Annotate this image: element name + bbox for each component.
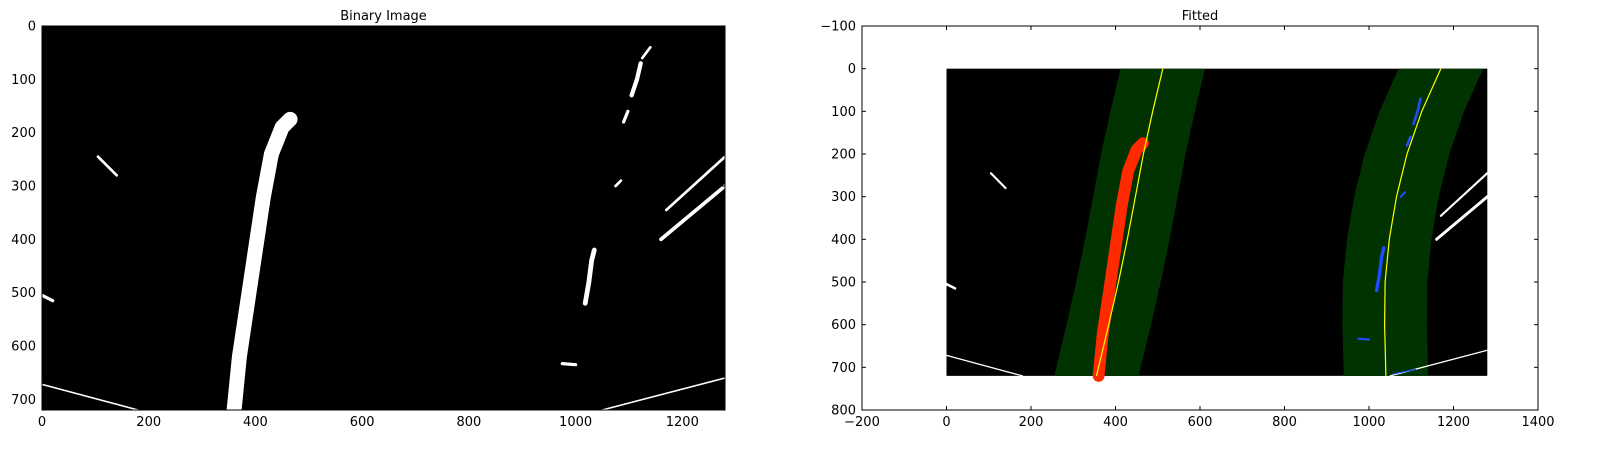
y-tick-label: 0 bbox=[28, 20, 36, 35]
x-tick-label: 1200 bbox=[666, 415, 699, 430]
bottom-left-line bbox=[41, 383, 139, 411]
right-lane-pixels bbox=[1393, 368, 1417, 375]
y-tick-label: 500 bbox=[831, 276, 856, 291]
right-lane-dash-mid bbox=[582, 247, 597, 306]
x-tick-label: 1000 bbox=[559, 415, 592, 430]
right-edge-line-1 bbox=[664, 155, 727, 212]
fitted-title: Fitted bbox=[1182, 9, 1219, 24]
y-tick-label: 0 bbox=[848, 62, 856, 77]
right-dash-small bbox=[621, 109, 630, 124]
y-tick-label: 200 bbox=[11, 126, 36, 141]
y-tick-label: 200 bbox=[831, 148, 856, 163]
right-lane-pixels bbox=[1357, 337, 1371, 341]
y-tick-label: 600 bbox=[831, 318, 856, 333]
bottom-right-line bbox=[601, 377, 726, 411]
right-edge-line-1 bbox=[1439, 172, 1489, 217]
right-lane-pixels bbox=[1412, 97, 1422, 126]
left-lane-fit-curve bbox=[1095, 68, 1164, 377]
x-tick-label: 600 bbox=[350, 415, 375, 430]
left-small-mark bbox=[989, 172, 1007, 190]
right-lane-pixels bbox=[1405, 135, 1412, 147]
y-tick-label: 400 bbox=[831, 233, 856, 248]
x-tick-label: 1000 bbox=[1352, 415, 1385, 430]
x-tick-label: 0 bbox=[942, 415, 950, 430]
x-tick-label: 200 bbox=[1019, 415, 1044, 430]
y-tick-label: 700 bbox=[11, 393, 36, 408]
x-tick-label: 400 bbox=[1103, 415, 1128, 430]
y-tick-label: 400 bbox=[11, 233, 36, 248]
binary-image-panel: Binary Image 0 200 400 600 800 1000 1200 0 100 20… bbox=[11, 9, 727, 430]
top-right-tick bbox=[640, 45, 652, 60]
y-tick-label: 800 bbox=[831, 404, 856, 419]
left-lane-search-window bbox=[1054, 68, 1206, 376]
left-small-mark bbox=[96, 155, 119, 177]
right-lane-dash-top bbox=[629, 61, 643, 98]
left-edge-mark bbox=[945, 282, 957, 290]
x-tick-label: 1200 bbox=[1437, 415, 1470, 430]
x-tick-label: 800 bbox=[456, 415, 481, 430]
fitted-panel: Fitted −200 0 200 400 600 800 1000 1200 1400−100… bbox=[820, 9, 1554, 430]
right-lane-pixels bbox=[1399, 191, 1406, 198]
x-tick-label: 600 bbox=[1188, 415, 1213, 430]
y-tick-label: 100 bbox=[11, 73, 36, 88]
x-tick-label: 400 bbox=[243, 415, 268, 430]
binary-image-title: Binary Image bbox=[340, 9, 427, 24]
y-tick-label: 300 bbox=[11, 180, 36, 195]
y-tick-label: 100 bbox=[831, 105, 856, 120]
x-tick-label: 0 bbox=[38, 415, 46, 430]
right-edge-line-2 bbox=[1435, 195, 1489, 241]
x-tick-label: −200 bbox=[844, 415, 880, 430]
small-blob bbox=[560, 361, 578, 367]
x-tick-label: 200 bbox=[136, 415, 161, 430]
x-tick-label: 1400 bbox=[1521, 415, 1554, 430]
y-tick-label: 600 bbox=[11, 340, 36, 355]
y-tick-label: 300 bbox=[831, 190, 856, 205]
left-lane-line bbox=[226, 111, 298, 418]
right-edge-line-2 bbox=[659, 184, 727, 242]
right-lane-fit-curve bbox=[1383, 68, 1442, 376]
axes-frame bbox=[41, 25, 726, 411]
right-dash-tiny bbox=[614, 179, 623, 188]
y-tick-label: 500 bbox=[11, 286, 36, 301]
right-lane-search-window bbox=[1342, 68, 1484, 376]
y-tick-label: 700 bbox=[831, 361, 856, 376]
left-edge-mark bbox=[40, 293, 55, 303]
y-tick-label: −100 bbox=[820, 20, 856, 35]
image-background bbox=[42, 26, 725, 410]
x-tick-label: 800 bbox=[1272, 415, 1297, 430]
right-lane-pixels bbox=[1374, 246, 1386, 293]
left-lane-pixels bbox=[1092, 137, 1149, 382]
bottom-left-line bbox=[945, 354, 1024, 377]
